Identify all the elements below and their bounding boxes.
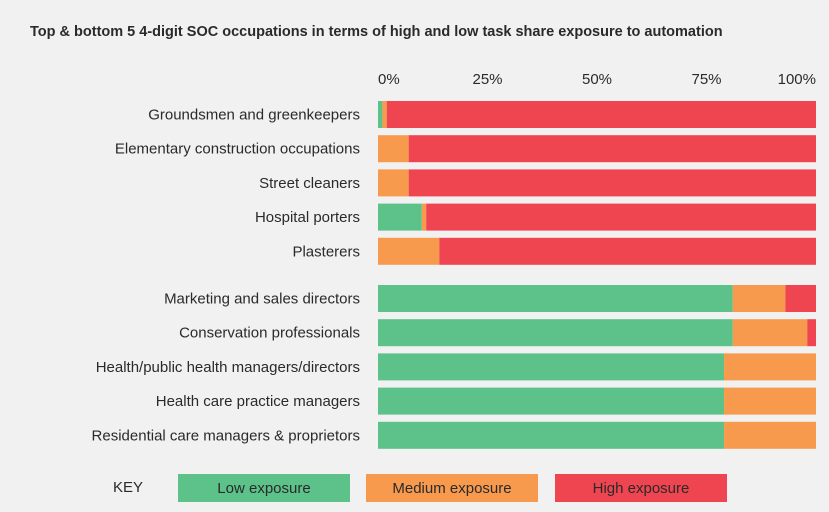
bar-segment	[408, 135, 816, 163]
category-label: Health care practice managers	[156, 393, 360, 410]
x-tick-label: 75%	[691, 71, 721, 88]
bar-segment	[724, 387, 816, 415]
bar-segment	[378, 169, 409, 197]
bar-segment	[408, 169, 816, 197]
category-label: Conservation professionals	[179, 325, 360, 342]
bar-segment	[724, 353, 816, 381]
category-label: Marketing and sales directors	[164, 290, 360, 307]
category-label: Health/public health managers/directors	[96, 359, 360, 376]
category-label: Plasterers	[292, 243, 360, 260]
category-label: Hospital porters	[255, 209, 360, 226]
category-label: Elementary construction occupations	[115, 141, 360, 158]
legend-swatch	[178, 474, 350, 502]
bar-segment	[724, 421, 816, 449]
chart-title: Top & bottom 5 4-digit SOC occupations i…	[30, 24, 723, 40]
x-tick-label: 100%	[778, 71, 816, 88]
bar-segment	[378, 237, 440, 265]
bar-segment	[378, 135, 409, 163]
category-label: Street cleaners	[259, 175, 360, 192]
bar-segment	[378, 101, 383, 128]
legend-title: KEY	[113, 479, 143, 496]
bar-segment	[386, 101, 816, 128]
legend-label: Low exposure	[217, 480, 310, 497]
legend-swatch	[555, 474, 727, 502]
bar-segment	[421, 203, 427, 231]
bar-segment	[807, 319, 816, 347]
bar-segment	[378, 285, 733, 312]
category-label: Groundsmen and greenkeepers	[148, 106, 360, 123]
x-tick-label: 50%	[582, 71, 612, 88]
legend-label: Medium exposure	[392, 480, 511, 497]
bar-segment	[732, 285, 786, 312]
x-tick-label: 25%	[472, 71, 502, 88]
bar-segment	[378, 319, 733, 347]
legend-label: High exposure	[593, 480, 690, 497]
bar-segment	[378, 421, 725, 449]
bar-segment	[378, 203, 422, 231]
bar-segment	[439, 237, 816, 265]
legend-swatch	[366, 474, 538, 502]
x-tick-label: 0%	[378, 71, 400, 88]
bar-segment	[378, 387, 725, 415]
bar-segment	[732, 319, 808, 347]
bar-segment	[382, 101, 387, 128]
bar-segment	[785, 285, 816, 312]
bar-segment	[378, 353, 725, 381]
bar-segment	[426, 203, 816, 231]
category-label: Residential care managers & proprietors	[92, 427, 360, 444]
